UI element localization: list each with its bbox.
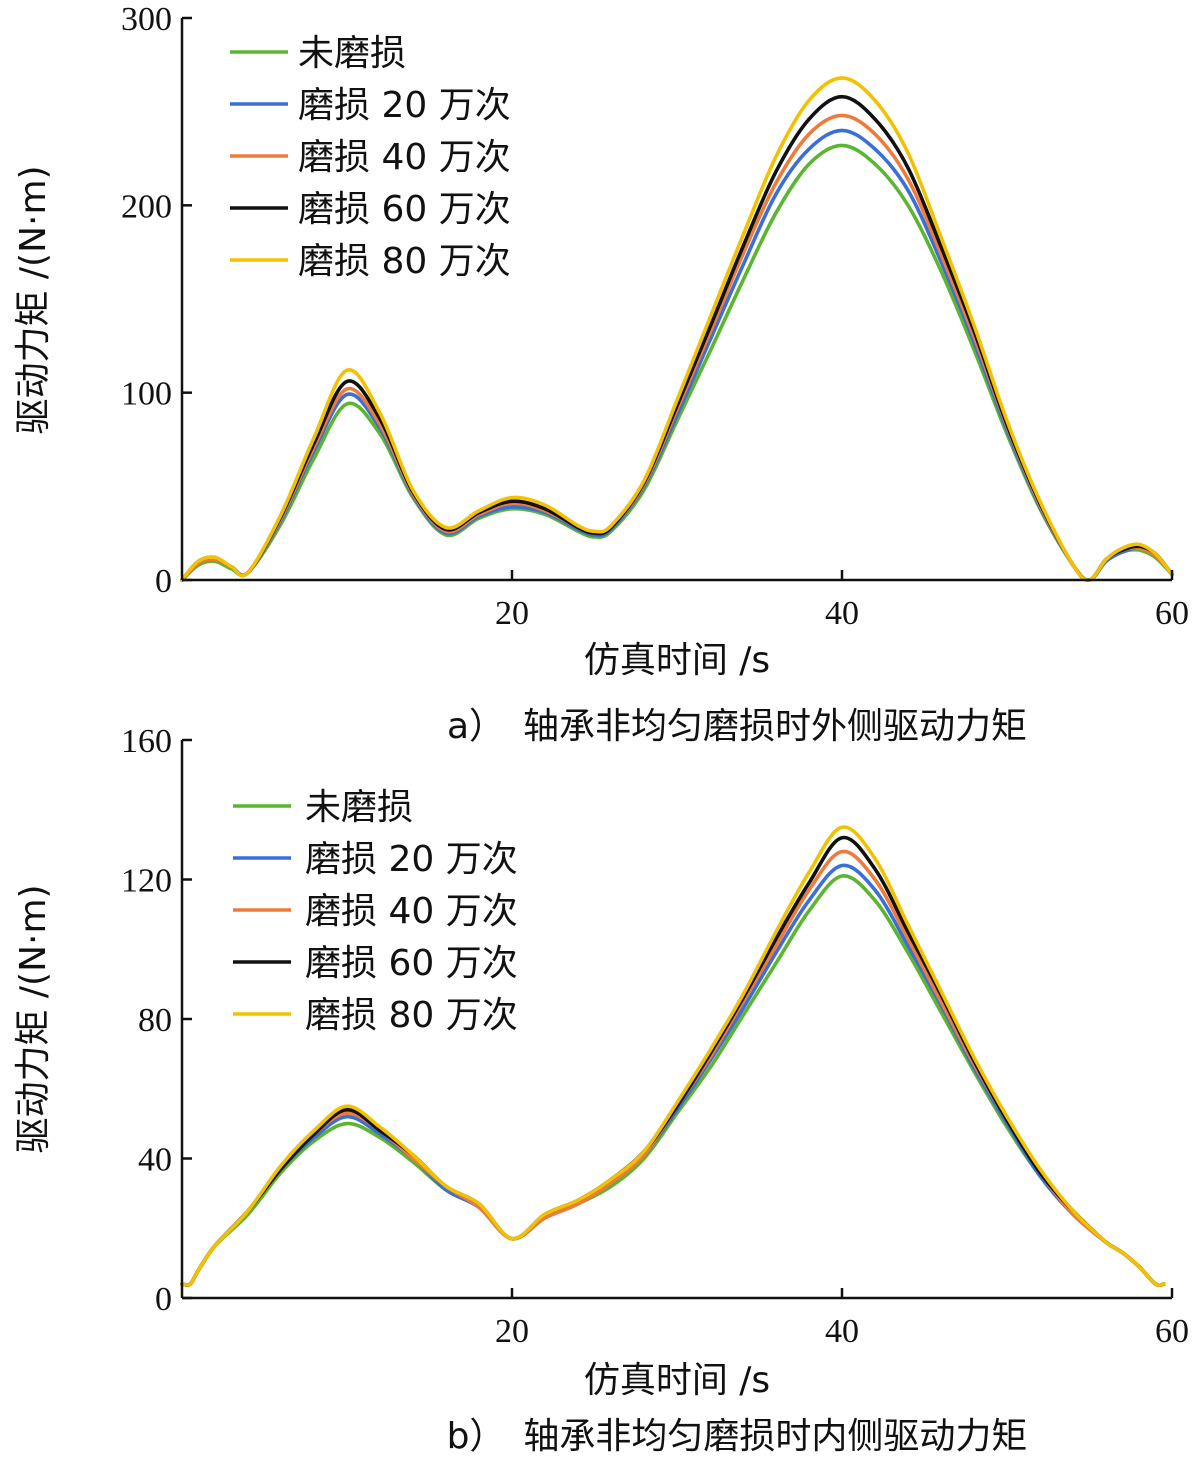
panel-a-outer-torque-chart: 0 100 200 300 20 40 60 仿真时间 /s 驱动力矩 /(N·m) 未磨损磨损 … [13, 1, 1189, 747]
y-tick-label: 160 [121, 723, 172, 760]
x-tick-label: 60 [1155, 1313, 1189, 1350]
series-line-a-2 [180, 113, 1174, 582]
legend-label-2: 磨损 40 万次 [298, 137, 511, 178]
y-tick-label: 300 [121, 1, 172, 38]
y-tick-label: 100 [121, 376, 172, 413]
series-line-a-4 [180, 76, 1174, 582]
chart-caption: b） 轴承非均匀磨损时内侧驱动力矩 [447, 1416, 1028, 1457]
y-tick-label: 0 [155, 1281, 172, 1318]
series-line-b-3 [180, 835, 1166, 1288]
x-tick-label: 20 [495, 595, 529, 632]
y-tick-label: 40 [138, 1142, 172, 1179]
x-tick-label: 40 [825, 1313, 859, 1350]
series-lines [180, 76, 1174, 582]
legend-label-3: 磨损 60 万次 [298, 189, 511, 230]
x-tick-label: 40 [825, 595, 859, 632]
legend-label-1: 磨损 20 万次 [298, 85, 511, 126]
legend-label-0: 未磨损 [298, 33, 406, 74]
y-tick-label: 120 [121, 863, 172, 900]
x-tick-label: 60 [1155, 595, 1189, 632]
x-axis-label: 仿真时间 /s [584, 640, 770, 681]
legend-label-1: 磨损 20 万次 [305, 839, 518, 880]
y-axis-label: 驱动力矩 /(N·m) [13, 884, 54, 1153]
legend-label-4: 磨损 80 万次 [305, 995, 518, 1036]
y-tick-label: 0 [155, 563, 172, 600]
series-lines [180, 825, 1166, 1288]
y-tick-label: 200 [121, 188, 172, 225]
y-axis-label: 驱动力矩 /(N·m) [13, 165, 54, 434]
series-line-b-0 [180, 874, 1166, 1288]
legend-label-3: 磨损 60 万次 [305, 943, 518, 984]
x-tick-label: 20 [495, 1313, 529, 1350]
legend-label-2: 磨损 40 万次 [305, 891, 518, 932]
series-line-b-4 [180, 825, 1166, 1288]
y-tick-label: 80 [138, 1002, 172, 1039]
chart-caption: a） 轴承非均匀磨损时外侧驱动力矩 [447, 706, 1027, 747]
legend-label-4: 磨损 80 万次 [298, 241, 511, 282]
panel-b-inner-torque-chart: 0 40 80 120 160 20 40 60 仿真时间 /s 驱动力矩 /(N·m) 未磨损磨损… [13, 723, 1189, 1457]
x-axis-label: 仿真时间 /s [584, 1360, 770, 1401]
legend-label-0: 未磨损 [305, 787, 413, 828]
